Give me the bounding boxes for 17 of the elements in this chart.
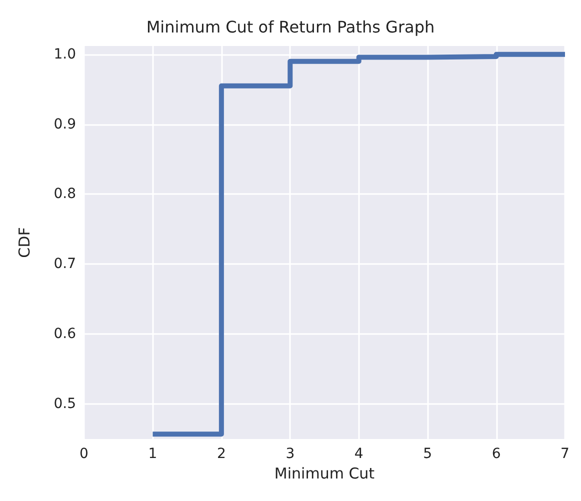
- x-tick-label: 5: [423, 446, 432, 462]
- chart-title: Minimum Cut of Return Paths Graph: [146, 18, 435, 36]
- x-tick-label: 7: [560, 446, 570, 462]
- x-tick-label: 6: [492, 446, 501, 462]
- x-tick-label: 2: [216, 446, 226, 462]
- y-axis-title: CDF: [16, 227, 34, 258]
- x-tick-label: 4: [354, 446, 364, 462]
- x-tick-label: 1: [148, 446, 158, 462]
- x-tick-label: 3: [286, 446, 295, 462]
- y-tick-label: 0.5: [54, 396, 76, 412]
- y-tick-label: 0.7: [54, 256, 76, 272]
- y-tick-label: 0.8: [54, 186, 76, 202]
- y-tick-label: 0.9: [54, 116, 76, 132]
- x-axis-title: Minimum Cut: [274, 464, 375, 482]
- y-tick-label: 0.6: [54, 326, 76, 342]
- x-tick-label: 0: [80, 446, 88, 462]
- y-tick-label: 1.0: [54, 46, 76, 62]
